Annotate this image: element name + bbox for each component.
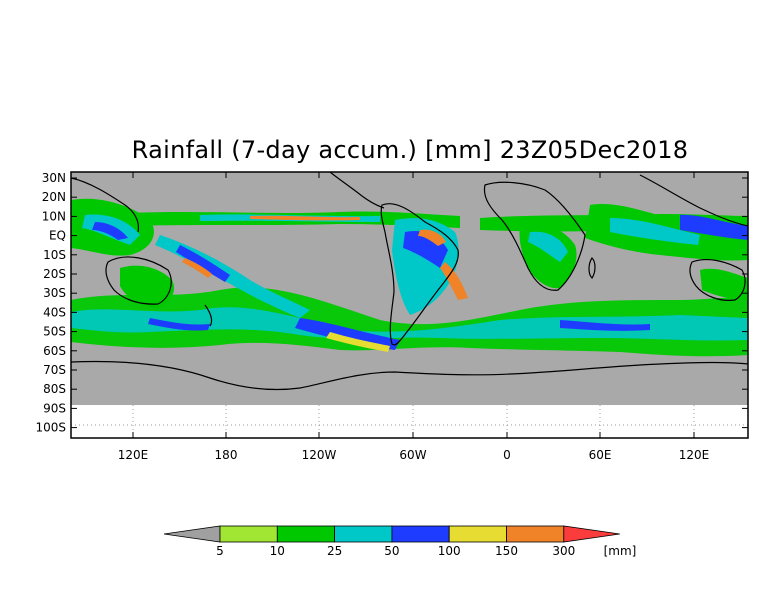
lon-label: 120E [679, 448, 710, 462]
legend-high-arrow [563, 525, 620, 543]
lon-label: 0 [503, 448, 511, 462]
legend-unit-label: [mm] [604, 544, 637, 558]
lat-label: EQ [49, 229, 66, 243]
legend-threshold-label: 25 [327, 544, 342, 558]
legend-swatch [391, 525, 450, 543]
map-frame [70, 171, 749, 439]
lon-label: 180 [215, 448, 238, 462]
legend-threshold-label: 5 [216, 544, 224, 558]
lat-label: 70S [43, 363, 66, 377]
lat-label: 30S [43, 286, 66, 300]
legend-swatch [448, 525, 507, 543]
coastlines [71, 172, 748, 391]
lat-label: 30N [42, 171, 66, 185]
legend-swatch [506, 525, 565, 543]
lon-label: 120W [302, 448, 337, 462]
legend-threshold-label: 50 [384, 544, 399, 558]
legend-swatch [334, 525, 393, 543]
lat-label: 60S [43, 344, 66, 358]
lat-label: 100S [35, 421, 66, 435]
legend-threshold-label: 10 [270, 544, 285, 558]
lat-label: 10N [42, 209, 66, 223]
lat-label: 20S [43, 267, 66, 281]
legend-threshold-label: 300 [552, 544, 575, 558]
lat-label: 20N [42, 190, 66, 204]
latitude-axis: 30N 20N 10N EQ 10S 20S 30S 40S 50S 60S 70S 80S 90S 10… [35, 171, 748, 435]
grid-lines [71, 405, 748, 438]
legend-swatch [219, 525, 278, 543]
longitude-axis: 120E 180 120W 60W 0 60E 120E [118, 172, 710, 462]
map-title: Rainfall (7-day accum.) [mm] 23Z05Dec201… [131, 136, 689, 164]
rainfall-field [71, 198, 748, 357]
lon-label: 60E [589, 448, 612, 462]
legend-swatch [276, 525, 335, 543]
legend-low-arrow [163, 525, 221, 543]
lat-label: 40S [43, 305, 66, 319]
lat-label: 80S [43, 382, 66, 396]
legend-threshold-label: 150 [495, 544, 518, 558]
color-legend: 5 10 25 50 100 150 300 [mm] [163, 525, 637, 558]
lon-label: 120E [118, 448, 149, 462]
lon-label: 60W [399, 448, 426, 462]
lat-label: 90S [43, 401, 66, 415]
legend-threshold-label: 100 [438, 544, 461, 558]
lat-label: 50S [43, 325, 66, 339]
no-data-band [71, 405, 748, 438]
lat-label: 10S [43, 248, 66, 262]
